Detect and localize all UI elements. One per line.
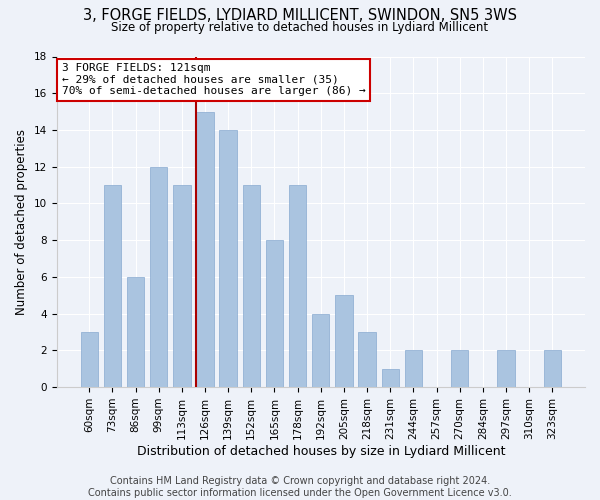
- Bar: [104, 185, 121, 387]
- Bar: [382, 368, 399, 387]
- Text: Size of property relative to detached houses in Lydiard Millicent: Size of property relative to detached ho…: [112, 21, 488, 34]
- Bar: [312, 314, 329, 387]
- Bar: [80, 332, 98, 387]
- Text: 3, FORGE FIELDS, LYDIARD MILLICENT, SWINDON, SN5 3WS: 3, FORGE FIELDS, LYDIARD MILLICENT, SWIN…: [83, 8, 517, 22]
- Bar: [242, 185, 260, 387]
- Bar: [404, 350, 422, 387]
- Bar: [497, 350, 515, 387]
- Text: Contains HM Land Registry data © Crown copyright and database right 2024.
Contai: Contains HM Land Registry data © Crown c…: [88, 476, 512, 498]
- Bar: [127, 277, 144, 387]
- Bar: [266, 240, 283, 387]
- Bar: [358, 332, 376, 387]
- Bar: [335, 296, 353, 387]
- Bar: [173, 185, 191, 387]
- Bar: [289, 185, 306, 387]
- X-axis label: Distribution of detached houses by size in Lydiard Millicent: Distribution of detached houses by size …: [137, 444, 505, 458]
- Bar: [451, 350, 469, 387]
- Bar: [220, 130, 237, 387]
- Y-axis label: Number of detached properties: Number of detached properties: [15, 129, 28, 315]
- Bar: [150, 166, 167, 387]
- Bar: [196, 112, 214, 387]
- Bar: [544, 350, 561, 387]
- Text: 3 FORGE FIELDS: 121sqm
← 29% of detached houses are smaller (35)
70% of semi-det: 3 FORGE FIELDS: 121sqm ← 29% of detached…: [62, 63, 365, 96]
